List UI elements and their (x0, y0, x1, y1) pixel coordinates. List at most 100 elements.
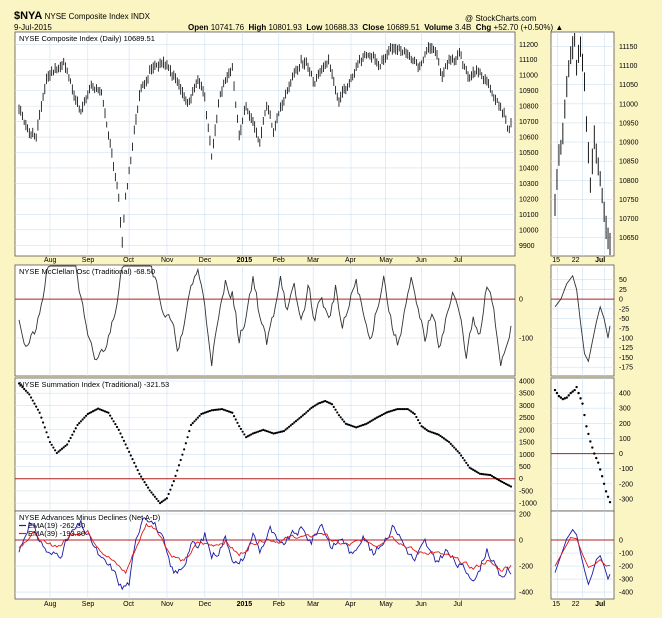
panel-3-title: NYSE Summation Index (Traditional) -321.… (19, 380, 169, 389)
summation-point (21, 386, 24, 389)
summation-point (387, 410, 390, 413)
y-tick-label: 0 (519, 538, 523, 545)
x-tick-label: Feb (273, 601, 285, 608)
summation-point (183, 448, 186, 451)
y-tick-label: -1000 (519, 501, 537, 508)
y-tick-label: 500 (519, 464, 531, 471)
summation-point (296, 418, 299, 421)
summation-point (246, 435, 249, 438)
summation-point (470, 467, 473, 470)
summation-point (234, 418, 237, 421)
summation-point (327, 401, 330, 404)
y-tick-label: 2000 (519, 427, 535, 434)
summation-point (138, 472, 141, 475)
zoom-ema39-line (554, 536, 611, 568)
summation-point (131, 458, 134, 461)
y-tick-label: 10100 (519, 212, 539, 219)
ema39-line (18, 522, 512, 575)
summation-point (64, 444, 67, 448)
zoom-y-tick-label: 10950 (619, 120, 639, 127)
summation-point (501, 480, 504, 484)
zoom-summation-point (577, 391, 580, 395)
summation-point (198, 414, 201, 417)
y-tick-label: 10200 (519, 196, 539, 203)
summation-point (399, 407, 403, 411)
y-tick-label: 200 (519, 512, 531, 519)
summation-point (169, 488, 172, 491)
summation-point (152, 493, 155, 496)
source-watermark: @ StockCharts.com (465, 14, 537, 23)
zoom-y-tick-label: -75 (619, 326, 629, 333)
summation-point (109, 414, 112, 417)
summation-point (121, 436, 124, 439)
summation-point (52, 446, 55, 449)
zoom-summation-point (555, 391, 559, 395)
summation-point (48, 440, 52, 444)
summation-point (336, 411, 339, 414)
summation-point (300, 415, 303, 418)
zoom-y-tick-label: 10650 (619, 235, 639, 242)
summation-point (411, 411, 415, 414)
summation-point (339, 416, 342, 419)
zoom-y-tick-label: 300 (619, 406, 631, 413)
x-tick-label: Mar (307, 257, 320, 264)
y-tick-label: 10800 (519, 104, 539, 111)
summation-point (370, 419, 373, 422)
summation-point (212, 409, 215, 412)
summation-point (427, 429, 430, 433)
summation-point (188, 429, 191, 433)
summation-point (434, 432, 437, 435)
summation-point (348, 423, 351, 427)
summation-point (275, 431, 279, 434)
zoom-y-tick-label: 0 (619, 297, 623, 304)
summation-point (358, 425, 361, 428)
summation-point (423, 427, 427, 430)
summation-point (201, 412, 205, 415)
summation-point (356, 425, 359, 428)
panel-1-title: NYSE Composite Index (Daily) 10689.51 (19, 34, 155, 43)
summation-point (291, 422, 294, 426)
y-tick-label: -400 (519, 590, 533, 597)
summation-point (255, 431, 258, 434)
summation-point (164, 498, 167, 501)
zoom-summation-point (604, 490, 608, 493)
summation-point (219, 408, 222, 411)
zoom-summation-point (598, 468, 602, 471)
summation-point (343, 420, 346, 423)
summation-point (232, 415, 236, 418)
summation-point (158, 502, 162, 505)
summation-point (195, 418, 198, 421)
summation-point (494, 476, 497, 480)
summation-point (98, 408, 101, 411)
summation-point (461, 456, 464, 460)
summation-point (97, 407, 100, 410)
zoom-y-tick-label: -100 (619, 551, 633, 558)
zoom-summation-point (583, 413, 586, 417)
zoom-x-tick-label: 22 (572, 257, 580, 264)
summation-point (282, 429, 286, 433)
summation-point (171, 484, 174, 487)
summation-point (200, 412, 203, 416)
summation-point (351, 425, 354, 428)
summation-point (253, 431, 256, 434)
close-value: 10689.51 (386, 23, 420, 32)
summation-point (272, 432, 275, 435)
summation-point (277, 431, 280, 434)
y-tick-label: 9900 (519, 243, 535, 250)
summation-point (401, 407, 404, 411)
zoom-y-tick-label: -300 (619, 496, 633, 503)
summation-point (66, 443, 69, 446)
summation-point (203, 411, 206, 414)
summation-point (298, 417, 301, 420)
summation-point (320, 401, 323, 404)
summation-point (394, 408, 397, 411)
summation-point (55, 451, 58, 455)
summation-point (408, 409, 411, 412)
summation-point (432, 431, 435, 434)
summation-point (379, 414, 382, 417)
summation-point (47, 436, 50, 439)
summation-point (287, 425, 291, 428)
chart-date: 9-Jul-2015 (14, 23, 52, 32)
y-tick-label: -200 (519, 564, 533, 571)
zoom-summation-point (563, 397, 567, 400)
